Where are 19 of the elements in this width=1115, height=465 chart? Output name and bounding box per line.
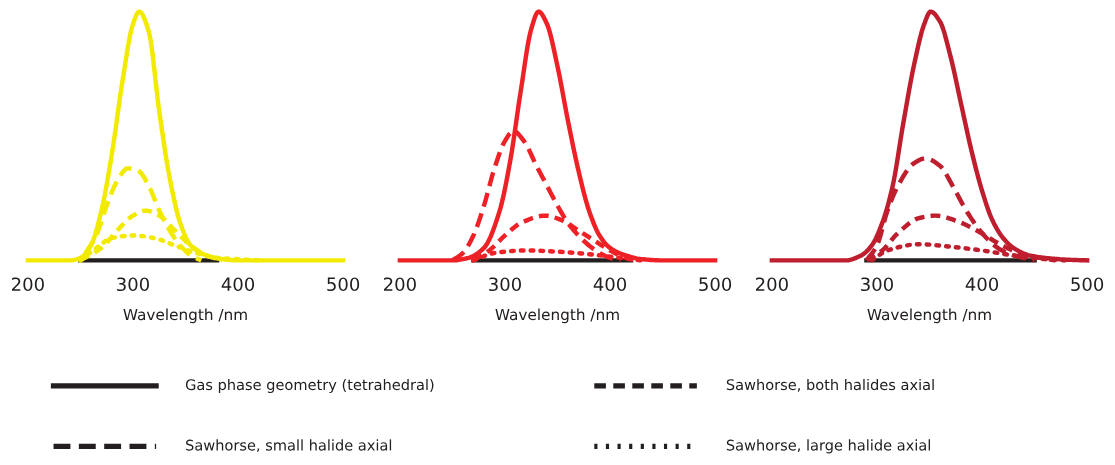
x-tick-label: 400 [965, 277, 999, 292]
text: Sawhorse, both halides axial [726, 378, 934, 392]
x-axis-title: Wavelength /nm [867, 308, 991, 324]
x-tick-label: 300 [489, 277, 521, 292]
x-tick-label: 300 [861, 277, 893, 292]
text: Sawhorse, small halide axial [186, 439, 392, 453]
x-tick-label: 200 [11, 277, 44, 292]
x-tick-label: 500 [699, 277, 732, 292]
x-tick-label: 400 [593, 277, 627, 292]
x-tick-label: 200 [383, 277, 416, 292]
x-tick-label: 500 [327, 277, 360, 292]
x-tick-label: 500 [1071, 277, 1104, 292]
x-tick-label: 300 [117, 277, 149, 292]
x-tick-label: 200 [755, 277, 788, 292]
text: Gas phase geometry (tetrahedral) [185, 378, 434, 394]
x-tick-label: 400 [221, 277, 255, 292]
text: Sawhorse, large halide axial [726, 439, 930, 454]
x-axis-title: Wavelength /nm [495, 308, 619, 324]
x-axis-title: Wavelength /nm [123, 308, 247, 324]
